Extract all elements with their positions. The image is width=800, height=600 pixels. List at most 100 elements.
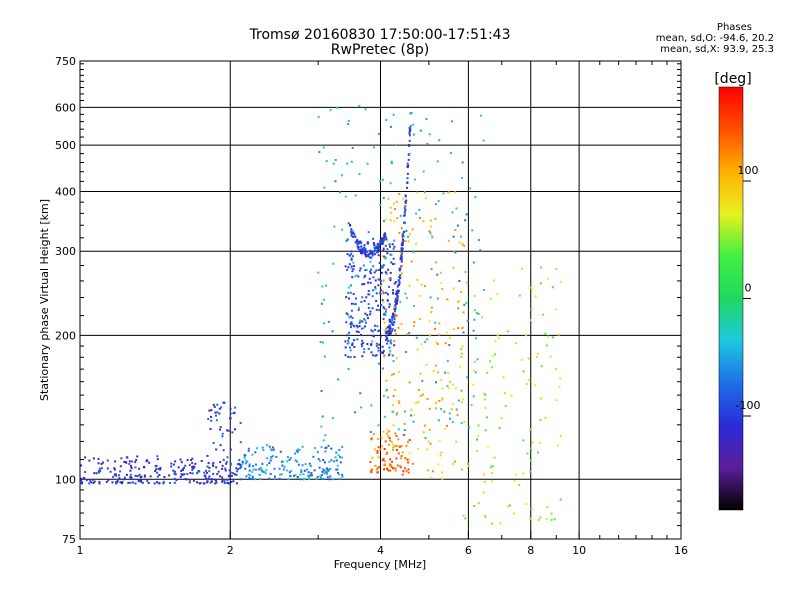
data-point [459, 365, 462, 368]
data-point [510, 394, 513, 397]
data-point [391, 328, 394, 331]
data-point [364, 325, 367, 328]
data-point [186, 459, 189, 462]
data-point [273, 448, 276, 451]
data-point [345, 239, 348, 242]
data-point [143, 474, 146, 477]
data-point [475, 312, 478, 315]
data-point [92, 481, 95, 484]
data-point [384, 331, 387, 334]
data-point [430, 233, 433, 236]
data-point [392, 323, 395, 326]
data-point [251, 453, 254, 456]
data-point [329, 109, 332, 112]
data-point [362, 326, 365, 329]
data-point [389, 182, 392, 185]
data-point [352, 268, 355, 271]
data-point [394, 445, 397, 448]
data-point [369, 310, 372, 313]
data-point [403, 211, 406, 214]
data-point [154, 470, 157, 473]
data-point [353, 233, 356, 236]
data-point [352, 261, 355, 264]
data-point [376, 471, 379, 474]
data-point [321, 415, 324, 418]
data-point [395, 200, 398, 203]
data-point [230, 474, 233, 477]
data-point [358, 306, 361, 309]
data-point [389, 245, 392, 248]
data-point [124, 460, 127, 463]
data-point [445, 424, 448, 427]
data-point [212, 472, 215, 475]
data-point [351, 229, 354, 232]
data-point [530, 308, 533, 311]
data-point [513, 479, 516, 482]
data-point [493, 456, 496, 459]
data-point [528, 379, 531, 382]
data-point [386, 451, 389, 454]
data-point [373, 246, 376, 249]
data-point [459, 235, 462, 238]
data-point [328, 478, 331, 481]
data-point [394, 467, 397, 470]
data-point [394, 432, 397, 435]
data-point [368, 277, 371, 280]
data-point [383, 235, 386, 238]
data-point [529, 428, 532, 431]
data-point [387, 443, 390, 446]
data-point [365, 296, 368, 299]
data-point [400, 454, 403, 457]
data-point [389, 211, 392, 214]
data-point [93, 480, 96, 483]
data-point [526, 382, 529, 385]
data-point [211, 462, 214, 465]
data-point [540, 365, 543, 368]
data-point [461, 397, 464, 400]
data-point [471, 383, 474, 386]
data-point [441, 397, 444, 400]
data-point [156, 458, 159, 461]
data-point [349, 223, 352, 226]
data-point [504, 404, 507, 407]
data-point [417, 400, 420, 403]
data-point [474, 196, 477, 199]
y-tick-label: 100 [55, 473, 76, 486]
data-point [385, 432, 388, 435]
data-point [269, 448, 272, 451]
data-point [367, 231, 370, 234]
data-point [219, 426, 222, 429]
data-point [375, 342, 378, 345]
data-point [396, 412, 399, 415]
data-point [181, 474, 184, 477]
data-point [421, 393, 424, 396]
data-point [385, 379, 388, 382]
data-points [79, 104, 562, 525]
data-point [377, 456, 380, 459]
data-point [401, 234, 404, 237]
data-point [371, 330, 374, 333]
data-point [219, 444, 222, 447]
data-point [145, 459, 148, 462]
data-point [90, 481, 93, 484]
data-point [286, 460, 289, 463]
data-point [114, 473, 117, 476]
data-point [319, 341, 322, 344]
data-point [388, 327, 391, 330]
data-point [437, 371, 440, 374]
data-point [191, 461, 194, 464]
data-point [381, 459, 384, 462]
data-point [319, 475, 322, 478]
data-point [204, 474, 207, 477]
data-point [173, 472, 176, 475]
data-point [396, 296, 399, 299]
data-point [344, 340, 347, 343]
data-point [419, 216, 422, 219]
phase-stats-heading: Phases [716, 22, 752, 33]
data-point [296, 460, 299, 463]
data-point [397, 289, 400, 292]
data-point [316, 476, 319, 479]
data-point [252, 468, 255, 471]
data-point [383, 463, 386, 466]
data-point [445, 331, 448, 334]
